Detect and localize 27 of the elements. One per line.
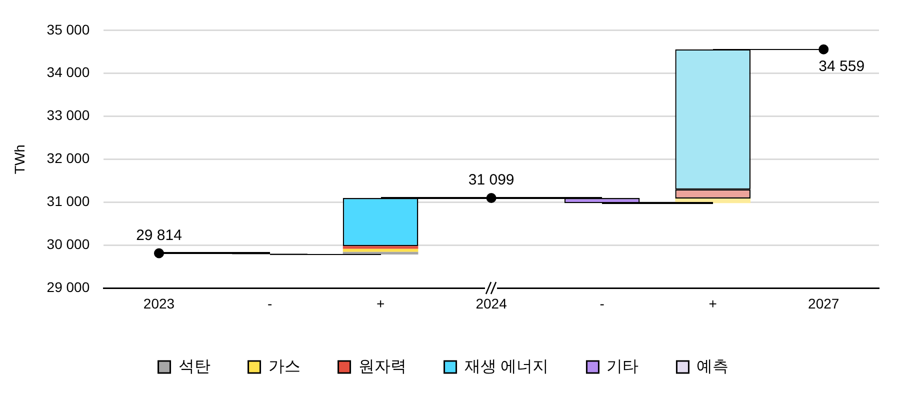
y-tick-label: 29 000 bbox=[46, 279, 90, 296]
x-tick-label: 2023 bbox=[143, 295, 175, 312]
x-tick-label: - bbox=[267, 295, 272, 312]
data-label: 29 814 bbox=[136, 226, 182, 244]
x-tick-label: - bbox=[600, 295, 605, 312]
legend-label: 가스 bbox=[268, 358, 300, 376]
x-tick-label: 2024 bbox=[476, 295, 508, 312]
x-tick-label: 2027 bbox=[808, 295, 840, 312]
bar bbox=[342, 248, 418, 252]
x-tick-label: + bbox=[708, 295, 717, 312]
legend-label: 예측 bbox=[696, 358, 729, 376]
legend-label: 석탄 bbox=[178, 358, 210, 376]
y-tick-label: 34 000 bbox=[46, 64, 90, 80]
legend-label: 원자력 bbox=[358, 358, 406, 376]
y-tick-label: 31 000 bbox=[46, 193, 90, 210]
y-tick-label: 33 000 bbox=[46, 107, 90, 124]
y-tick-label: 35 000 bbox=[46, 21, 90, 38]
legend-label: 재생 에너지 bbox=[464, 358, 549, 376]
x-tick-label: + bbox=[376, 295, 385, 312]
point bbox=[818, 44, 829, 54]
legend-label: 기타 bbox=[606, 358, 639, 376]
y-axis-title: TWh bbox=[11, 144, 28, 174]
y-tick-label: 30 000 bbox=[46, 236, 90, 252]
bar bbox=[342, 246, 418, 249]
y-tick-label: 32 000 bbox=[46, 150, 90, 166]
data-label: 34 559 bbox=[818, 58, 865, 75]
data-label: 31 099 bbox=[468, 172, 514, 189]
